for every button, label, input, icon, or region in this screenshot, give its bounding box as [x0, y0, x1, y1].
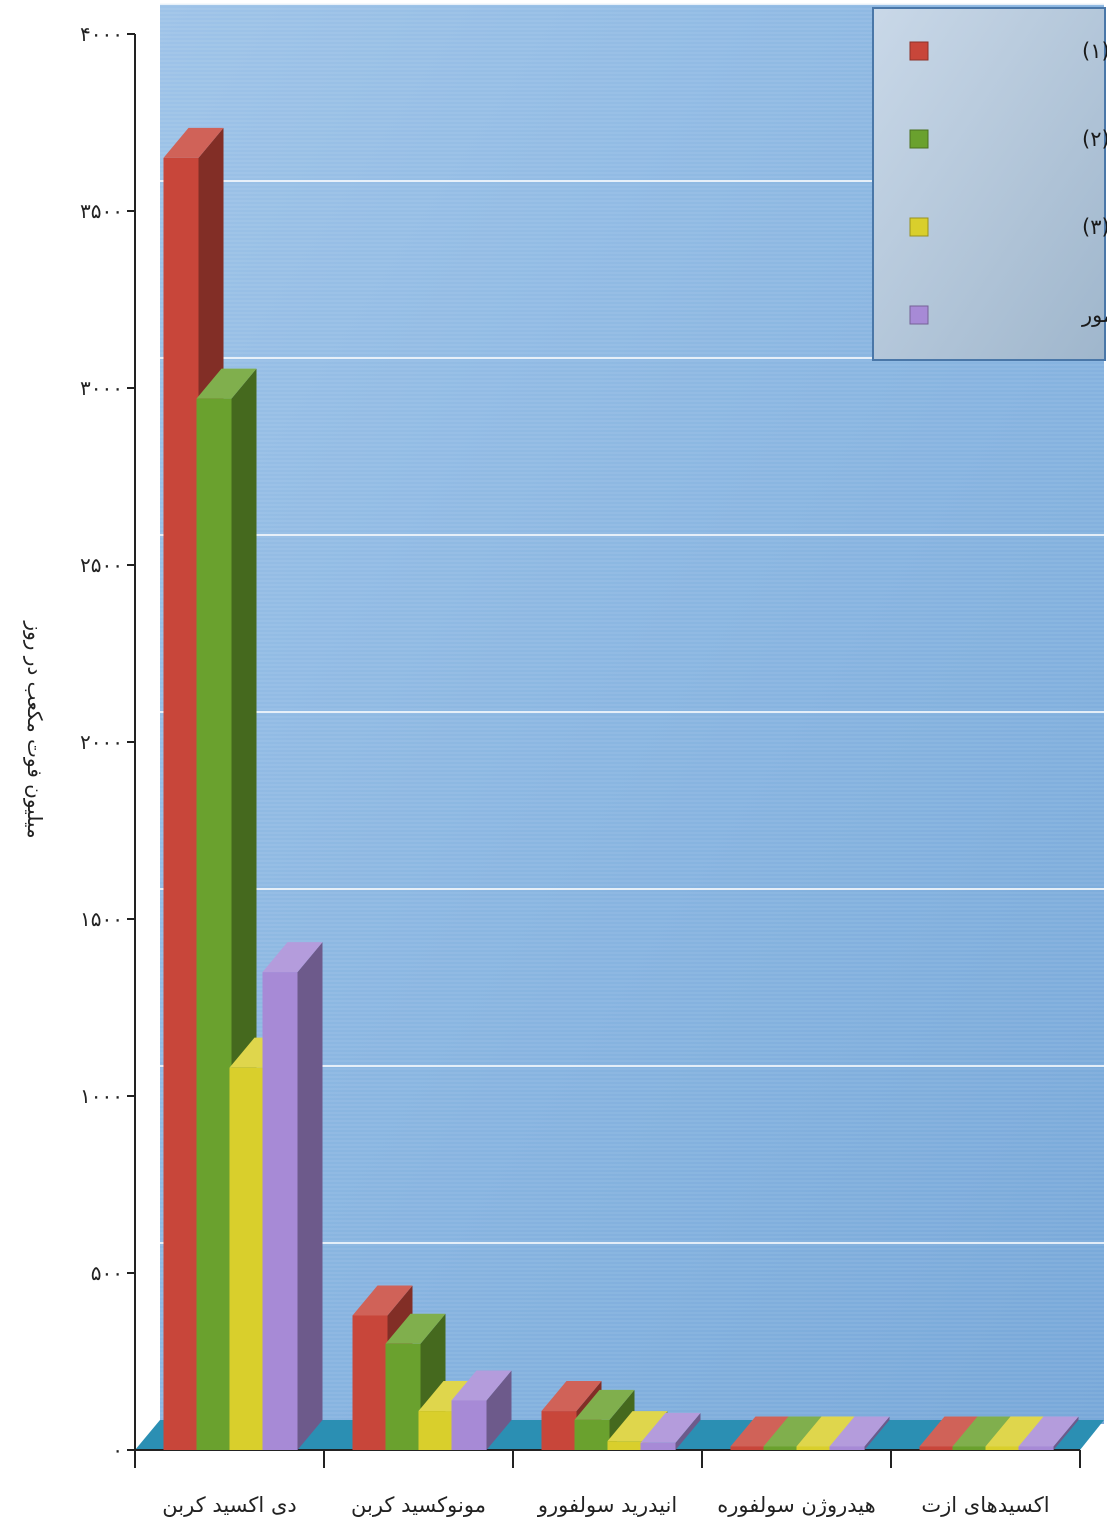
legend-entry: واحد آبتیمور	[909, 302, 1107, 327]
legend-swatch	[909, 217, 929, 237]
legend-entry: واحد اهواز (۱)	[909, 39, 1107, 63]
bar-front	[163, 157, 199, 1450]
bar-front	[640, 1442, 676, 1450]
bar-top	[919, 1416, 980, 1447]
legend-box	[872, 7, 1106, 361]
bar-front	[1018, 1446, 1054, 1450]
bar-top	[574, 1389, 635, 1420]
bar-top	[1018, 1416, 1079, 1447]
bar-front	[796, 1446, 832, 1450]
bar	[385, 1313, 446, 1450]
bar-front	[985, 1446, 1021, 1450]
legend-swatch	[909, 129, 929, 149]
bar-side	[675, 1412, 701, 1450]
y-tick-label: ۲۰۰۰	[80, 730, 123, 754]
bar-front	[229, 1067, 265, 1450]
legend-swatch	[909, 41, 929, 61]
bar-top	[952, 1416, 1013, 1447]
bar-front	[952, 1446, 988, 1450]
bar-front	[196, 398, 232, 1450]
y-tick-label: ۱۰۰۰	[80, 1084, 123, 1108]
x-tick-label: اکسیدهای ازت	[921, 1493, 1049, 1517]
legend: واحد اهواز (۱) واحد اهواز (۲) واحد اهواز (…	[872, 7, 1107, 361]
bar-top	[730, 1416, 791, 1447]
y-tick-label: ۱۵۰۰	[80, 907, 123, 931]
bar-side	[297, 942, 323, 1450]
legend-label: واحد آبتیمور	[1081, 302, 1107, 327]
x-ticks: دی اکسید کربن مونوکسید کربن انیدرید سولفور…	[134, 1450, 1081, 1517]
bar-front	[262, 972, 298, 1450]
bar-side	[1053, 1416, 1079, 1450]
bar-front	[730, 1446, 766, 1450]
legend-label: واحد اهواز (۱)	[1082, 39, 1107, 63]
bar-top	[262, 942, 323, 973]
x-tick-label: دی اکسید کربن	[162, 1493, 296, 1517]
bars	[163, 127, 1079, 1450]
bar-top	[763, 1416, 824, 1447]
bar-top	[451, 1370, 512, 1401]
legend-entry: واحد اهواز (۲)	[909, 127, 1107, 151]
legend-entry: واحد اهواز (۳)	[909, 215, 1107, 239]
legend-label: واحد اهواز (۲)	[1082, 127, 1107, 151]
bar-top	[985, 1416, 1046, 1447]
bar-front	[541, 1411, 577, 1450]
y-tick-label: ۰	[112, 1438, 123, 1462]
bar-front	[607, 1441, 643, 1450]
bar-top	[352, 1285, 413, 1316]
y-tick-label: ۳۵۰۰	[80, 199, 123, 223]
bar-top	[163, 127, 224, 158]
y-ticks: ۰ ۵۰۰ ۱۰۰۰ ۱۵۰۰ ۲۰۰۰ ۲۵۰۰ ۳۰۰۰ ۳۵۰۰ ۴۰۰۰	[80, 22, 135, 1462]
legend-swatch	[909, 305, 929, 325]
y-tick-label: ۴۰۰۰	[80, 22, 123, 46]
bar-front	[451, 1400, 487, 1450]
bar-side	[486, 1370, 512, 1450]
bar-front	[763, 1446, 799, 1450]
bar-top	[196, 368, 257, 399]
x-tick-label: هیدروژن سولفوره	[717, 1493, 875, 1517]
bar-front	[418, 1411, 454, 1450]
bar	[262, 942, 323, 1450]
bar-front	[829, 1446, 865, 1450]
x-tick-label: مونوکسید کربن	[351, 1493, 486, 1517]
bar-side	[864, 1416, 890, 1450]
bar-top	[829, 1416, 890, 1447]
bar-top	[607, 1411, 668, 1442]
y-tick-label: ۵۰۰	[91, 1261, 123, 1285]
bar-front	[352, 1315, 388, 1450]
y-axis-label: میلیون فوت مکعب در روز	[23, 620, 47, 838]
bar	[1018, 1416, 1079, 1450]
bar-top	[385, 1313, 446, 1344]
x-tick-label: انیدرید سولفورو	[537, 1493, 677, 1517]
bar-top	[541, 1381, 602, 1412]
bar	[640, 1412, 701, 1450]
bar-front	[574, 1419, 610, 1450]
bar-front	[919, 1446, 955, 1450]
bar-top	[640, 1412, 701, 1443]
y-tick-label: ۲۵۰۰	[80, 553, 123, 577]
bar	[451, 1370, 512, 1450]
bar-top	[796, 1416, 857, 1447]
legend-label: واحد اهواز (۳)	[1082, 215, 1107, 239]
bar	[829, 1416, 890, 1450]
y-tick-label: ۳۰۰۰	[80, 376, 123, 400]
bar-front	[385, 1343, 421, 1450]
